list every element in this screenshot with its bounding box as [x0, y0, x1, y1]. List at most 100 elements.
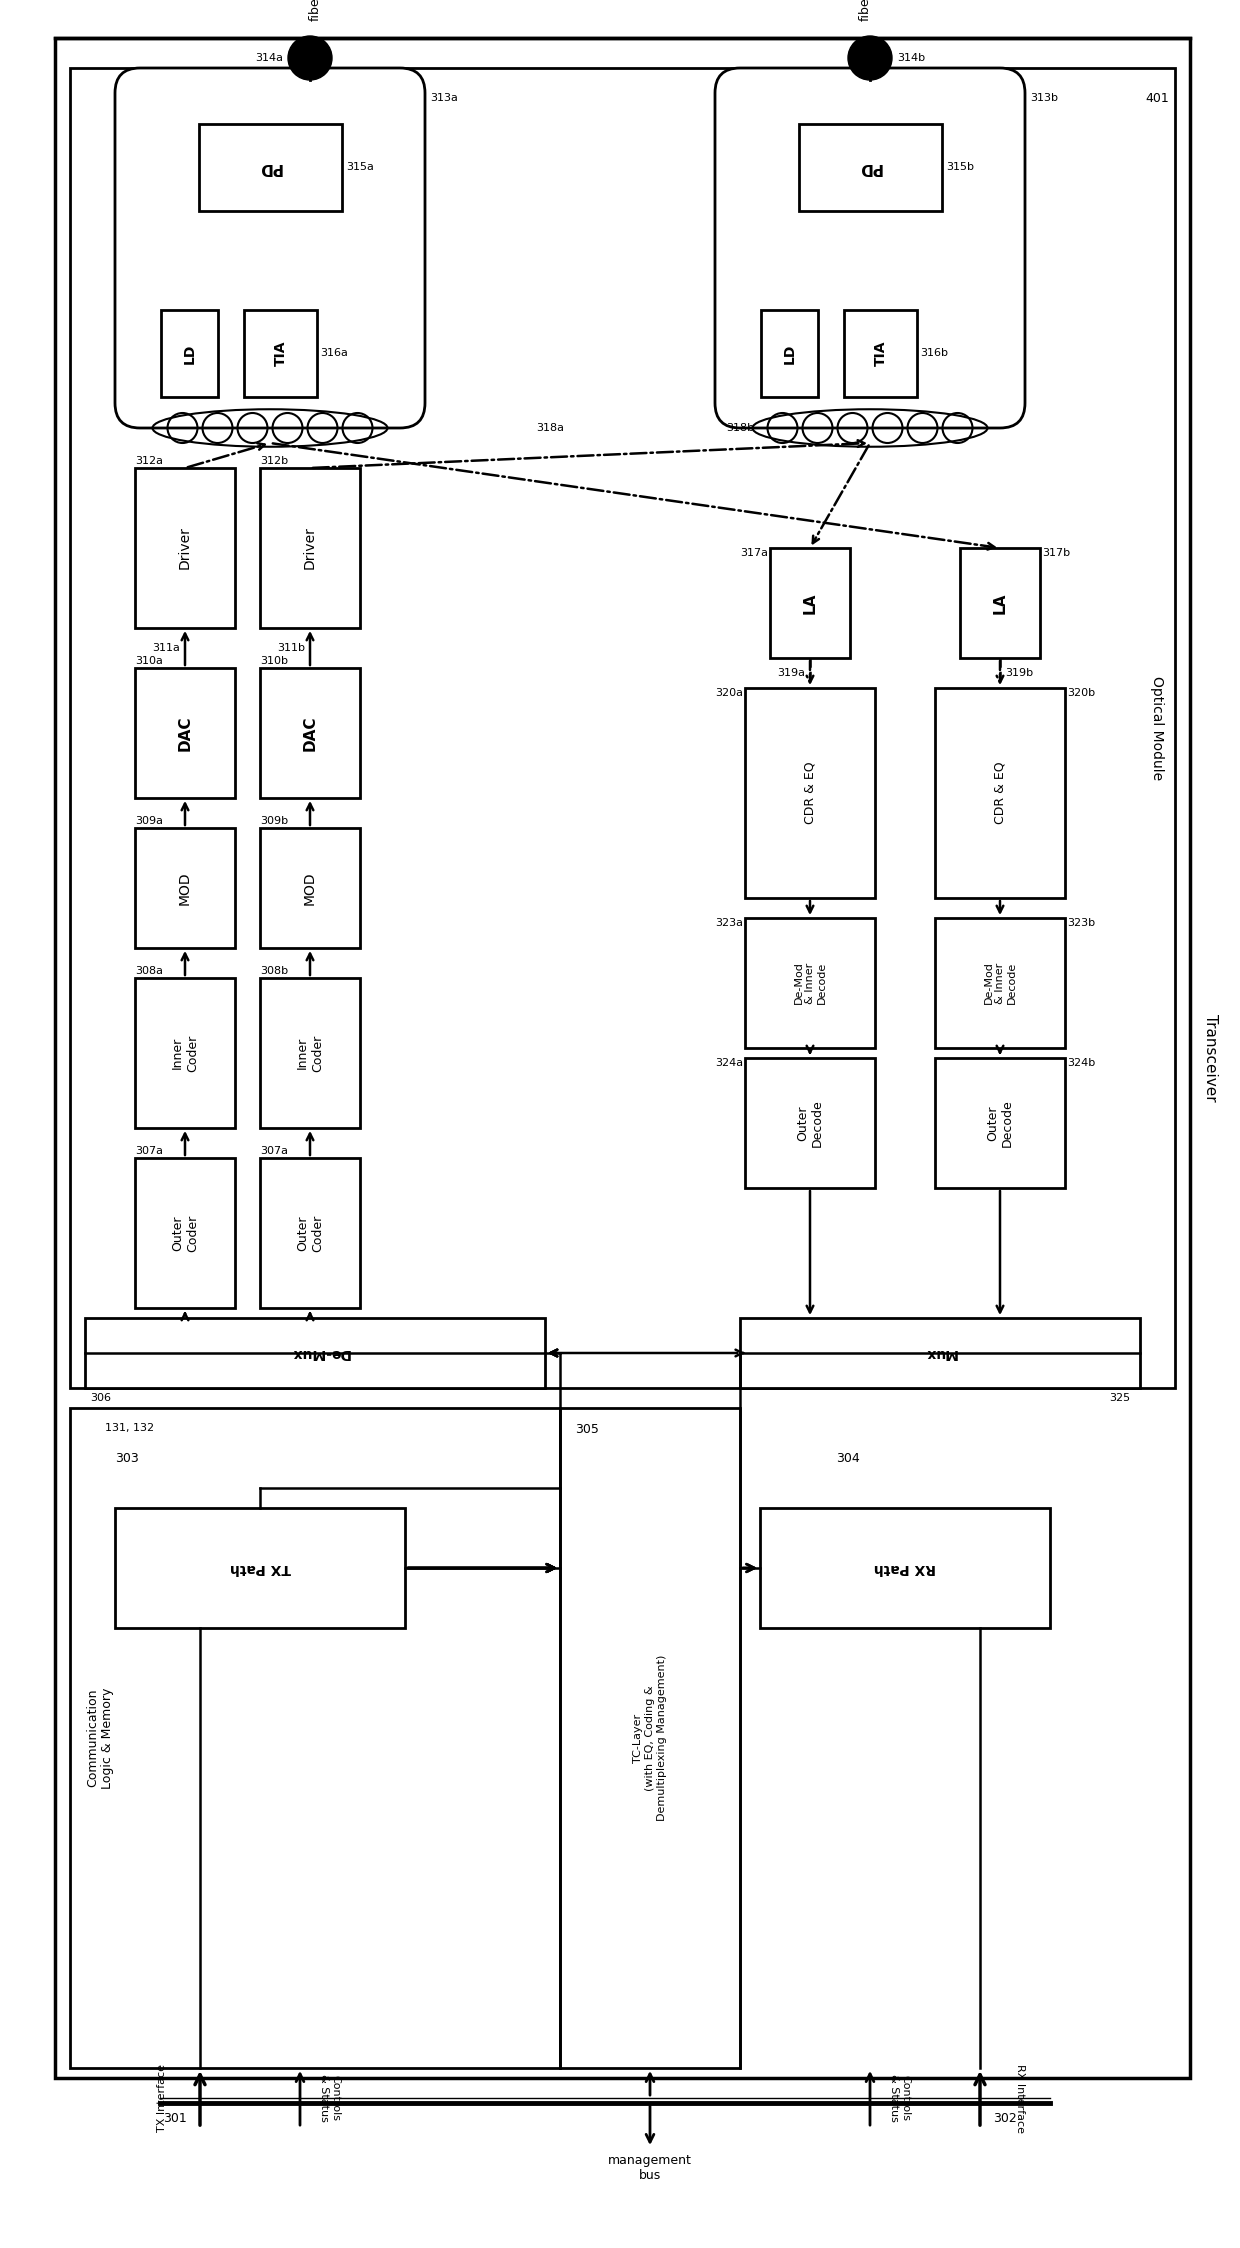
Text: 306: 306	[91, 1394, 112, 1403]
Bar	[244, 310, 316, 398]
Text: LA: LA	[802, 591, 817, 614]
Bar	[935, 688, 1065, 897]
Bar	[161, 310, 218, 398]
Bar	[198, 124, 341, 211]
Text: CDR & EQ: CDR & EQ	[993, 762, 1007, 825]
FancyBboxPatch shape	[115, 67, 425, 427]
Text: Outer
Coder: Outer Coder	[171, 1214, 198, 1252]
Bar	[740, 1317, 1140, 1387]
Text: 316a: 316a	[320, 348, 347, 357]
Text: 316b: 316b	[920, 348, 947, 357]
Text: 312b: 312b	[260, 456, 288, 465]
Text: 315a: 315a	[346, 162, 374, 173]
Text: 317a: 317a	[740, 549, 768, 558]
Text: Driver: Driver	[179, 526, 192, 569]
Bar	[260, 827, 360, 949]
Text: TX Path: TX Path	[229, 1560, 290, 1576]
Text: Transceiver: Transceiver	[1203, 1014, 1218, 1102]
Text: PD: PD	[258, 160, 281, 175]
Text: 324b: 324b	[1066, 1059, 1095, 1068]
Text: Communication
Logic & Memory: Communication Logic & Memory	[86, 1688, 114, 1789]
Text: 302: 302	[993, 2111, 1017, 2124]
Bar	[135, 827, 236, 949]
Bar	[935, 1059, 1065, 1187]
Bar	[69, 67, 1176, 1387]
FancyBboxPatch shape	[715, 67, 1025, 427]
Bar	[260, 468, 360, 627]
Text: 324a: 324a	[715, 1059, 743, 1068]
Text: LA: LA	[992, 591, 1007, 614]
Bar	[770, 549, 849, 659]
Bar	[135, 668, 236, 798]
Text: 314a: 314a	[255, 54, 283, 63]
Text: 401: 401	[1145, 92, 1169, 103]
Bar	[844, 310, 916, 398]
Bar	[260, 978, 360, 1128]
Text: LD: LD	[782, 344, 796, 364]
Text: De-Mod
& Inner
Decode: De-Mod & Inner Decode	[983, 962, 1017, 1005]
Text: TX Interface: TX Interface	[157, 2064, 167, 2131]
Bar	[260, 668, 360, 798]
Text: 315b: 315b	[946, 162, 975, 173]
Text: DAC: DAC	[303, 715, 317, 751]
Text: 319b: 319b	[1004, 668, 1033, 679]
Text: TC-Layer
(with EQ, Coding &
Demultiplexing Management): TC-Layer (with EQ, Coding & Demultiplexi…	[634, 1655, 667, 1821]
Text: 305: 305	[575, 1423, 599, 1436]
Text: De-Mod
& Inner
Decode: De-Mod & Inner Decode	[794, 962, 827, 1005]
Bar	[560, 1407, 740, 2068]
Bar	[799, 124, 941, 211]
Text: Controls
& Status: Controls & Status	[889, 2075, 911, 2122]
Bar	[115, 1508, 405, 1628]
Text: 317b: 317b	[1042, 549, 1070, 558]
Text: 319a: 319a	[777, 668, 805, 679]
Text: fiber: fiber	[309, 0, 321, 20]
Text: Outer
Decode: Outer Decode	[986, 1099, 1014, 1146]
Text: 323a: 323a	[715, 917, 743, 928]
Text: 309a: 309a	[135, 816, 162, 825]
Circle shape	[848, 36, 892, 81]
Text: 308a: 308a	[135, 967, 162, 976]
Text: Inner
Coder: Inner Coder	[171, 1034, 198, 1072]
Text: RX Interface: RX Interface	[1016, 2064, 1025, 2133]
Bar	[960, 549, 1040, 659]
Text: 131, 132: 131, 132	[105, 1423, 155, 1432]
Text: PD: PD	[858, 160, 882, 175]
Text: LD: LD	[182, 344, 196, 364]
Text: DAC: DAC	[177, 715, 192, 751]
Text: 323b: 323b	[1066, 917, 1095, 928]
Bar	[86, 1317, 546, 1387]
Text: 313a: 313a	[430, 92, 458, 103]
Text: 307a: 307a	[135, 1146, 162, 1155]
Bar	[760, 1508, 1050, 1628]
Text: 320b: 320b	[1066, 688, 1095, 697]
Text: Controls
& Status: Controls & Status	[319, 2075, 341, 2122]
Text: Inner
Coder: Inner Coder	[296, 1034, 324, 1072]
Bar	[135, 1158, 236, 1308]
Text: 303: 303	[115, 1452, 139, 1463]
Text: 301: 301	[164, 2111, 187, 2124]
Circle shape	[288, 36, 332, 81]
Bar	[745, 1059, 875, 1187]
Text: TIA: TIA	[873, 342, 888, 366]
Text: management
bus: management bus	[608, 2154, 692, 2183]
Text: 307a: 307a	[260, 1146, 288, 1155]
Text: Optical Module: Optical Module	[1149, 677, 1164, 780]
Text: Mux: Mux	[924, 1347, 956, 1360]
Text: 314b: 314b	[897, 54, 925, 63]
Text: CDR & EQ: CDR & EQ	[804, 762, 816, 825]
Text: De-Mux: De-Mux	[290, 1347, 350, 1360]
Text: 311a: 311a	[153, 643, 180, 652]
Text: 311b: 311b	[277, 643, 305, 652]
Text: 312a: 312a	[135, 456, 162, 465]
Bar	[745, 688, 875, 897]
Text: 318a: 318a	[536, 423, 564, 434]
Text: Outer
Decode: Outer Decode	[796, 1099, 825, 1146]
Text: 310b: 310b	[260, 656, 288, 665]
Text: d: d	[866, 49, 875, 65]
Text: Driver: Driver	[303, 526, 317, 569]
Text: 318b: 318b	[725, 423, 754, 434]
Text: 309b: 309b	[260, 816, 288, 825]
Text: 313b: 313b	[1030, 92, 1058, 103]
Text: fiber: fiber	[858, 0, 872, 20]
Text: MOD: MOD	[179, 872, 192, 904]
